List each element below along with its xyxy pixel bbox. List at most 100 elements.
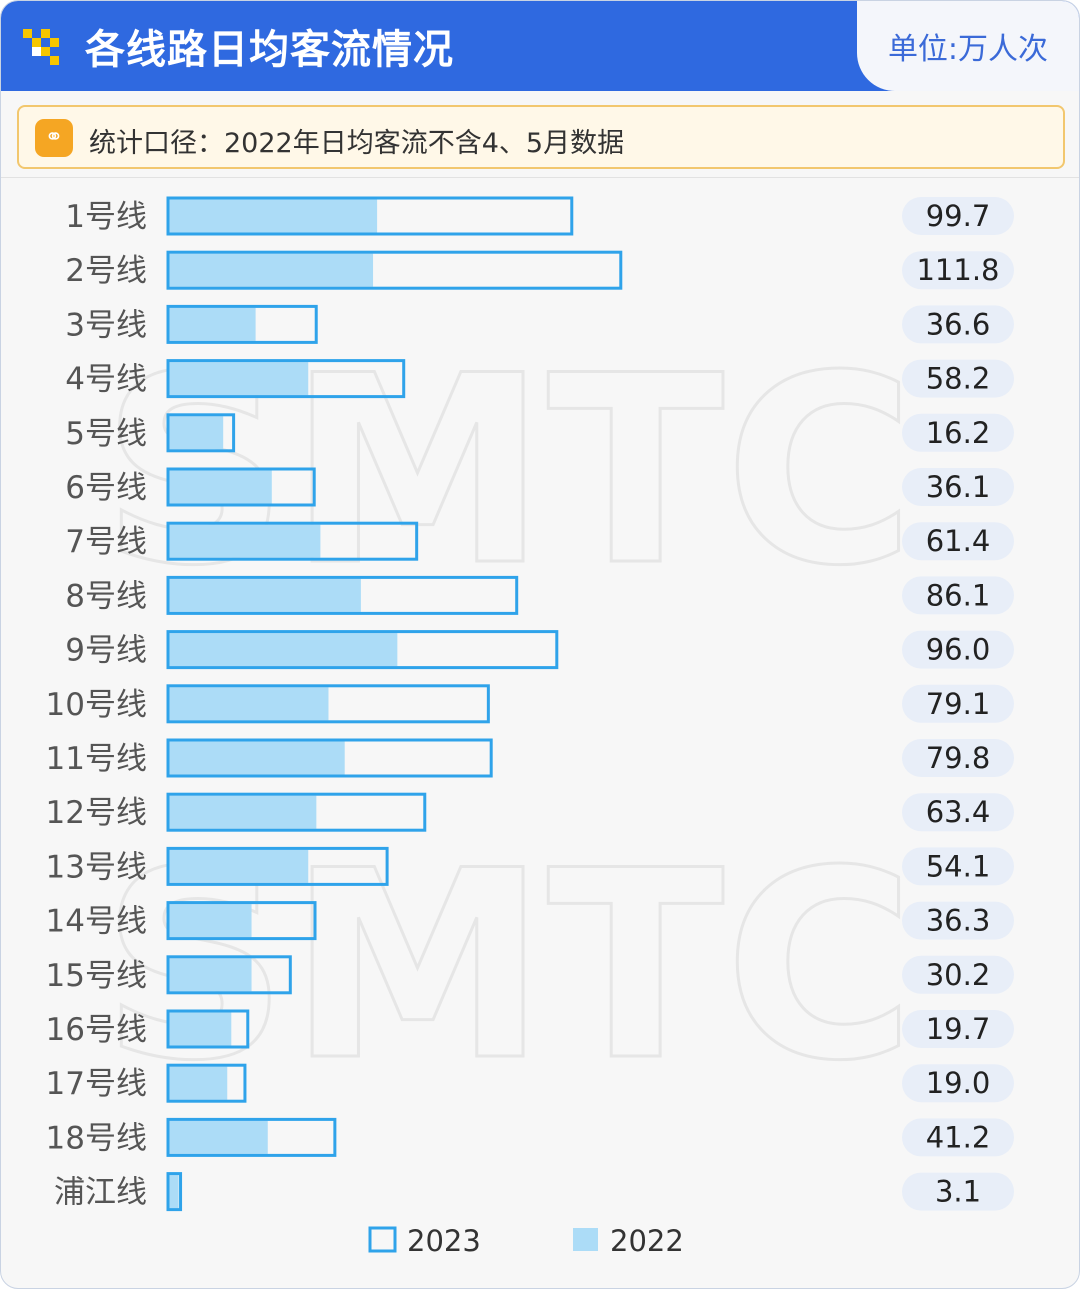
value-label: 36.3 [926,904,991,938]
legend-label-2022: 2022 [610,1224,684,1258]
value-pill [902,847,1014,886]
value-label: 111.8 [916,253,999,287]
value-pill [902,359,1014,398]
bar-2022 [169,1012,232,1046]
value-label: 36.6 [926,307,991,341]
bar-2023 [166,630,559,670]
value-pill [902,793,1014,832]
bar-2022 [169,741,345,775]
bar-2023 [166,1063,247,1103]
bar-2022 [169,1066,228,1100]
value-label: 79.8 [926,741,991,775]
value-label: 54.1 [926,849,991,883]
notice-text: 统计口径：2022年日均客流不含4、5月数据 [89,128,625,159]
value-label: 99.7 [926,199,991,233]
category-label: 6号线 [65,470,147,506]
category-label: 16号线 [46,1012,147,1048]
bar-2023 [166,1009,250,1049]
category-label: 4号线 [65,362,147,398]
value-label: 58.2 [926,362,991,396]
bar-2023 [166,413,236,453]
category-label: 浦江线 [54,1175,147,1211]
bar-2022 [169,795,317,829]
bar-2023 [166,1172,183,1212]
bar-2022 [169,904,252,938]
category-label: 13号线 [46,849,147,885]
bar-2022 [169,199,378,233]
header-bar: 各线路日均客流情况 单位:万人次 [1,1,1079,91]
bar-2023 [166,304,318,344]
value-label: 3.1 [935,1175,981,1209]
value-label: 41.2 [926,1120,991,1154]
bar-2023 [166,196,574,236]
bar-2023 [166,359,406,399]
bar-2023 [166,955,292,995]
value-pill [902,1172,1014,1211]
category-label: 10号线 [46,687,147,723]
page-title: 各线路日均客流情况 [85,27,454,73]
logo-icon [23,29,59,65]
bar-2023 [166,467,316,507]
category-label: 7号线 [65,524,147,560]
value-label: 16.2 [926,416,991,450]
bar-2022 [169,470,272,504]
value-pill [902,1064,1014,1103]
category-label: 9号线 [65,633,147,669]
legend-swatch-2022 [573,1228,598,1251]
bar-2022 [169,253,374,287]
value-label: 61.4 [926,524,991,558]
value-pill [902,522,1014,561]
bar-2022 [169,633,398,667]
value-label: 19.0 [926,1066,991,1100]
bar-2022 [169,307,256,341]
value-pill [902,739,1014,777]
value-pill [902,251,1014,290]
value-label: 86.1 [926,578,991,612]
value-pill [902,901,1014,940]
bar-2023 [166,846,389,886]
category-label: 1号线 [65,199,147,235]
bar-2023 [166,1117,337,1157]
value-pill [902,305,1014,344]
category-label: 2号线 [65,253,147,289]
notice-banner: ⚭ 统计口径：2022年日均客流不含4、5月数据 [17,105,1065,169]
bar-2023 [166,521,419,561]
value-label: 36.1 [926,470,991,504]
bar-2022 [169,849,309,883]
bar-2022 [169,1175,179,1209]
bar-2022 [169,958,252,992]
value-pill [902,684,1014,723]
bar-2022 [169,416,224,450]
bar-2023 [166,792,427,832]
bar-2022 [169,578,361,612]
value-label: 96.0 [926,633,991,667]
value-pill [902,197,1014,235]
value-pill [902,955,1014,994]
legend-swatch-2023 [368,1226,397,1253]
category-label: 12号线 [46,795,147,831]
bar-2023 [166,575,519,615]
value-label: 63.4 [926,795,991,829]
value-pill [902,630,1014,669]
value-pill [902,1118,1014,1157]
category-label: 17号线 [46,1066,147,1102]
link-icon: ⚭ [35,119,73,157]
legend-label-2023: 2023 [407,1224,481,1258]
value-label: 30.2 [926,958,991,992]
bar-2022 [169,687,329,721]
bar-2023 [166,901,317,941]
bar-2022 [169,524,321,558]
category-label: 11号线 [46,741,147,777]
bar-2022 [169,1120,268,1154]
category-label: 14号线 [46,904,147,940]
value-label: 79.1 [926,687,991,721]
bar-2023 [166,684,490,724]
category-label: 5号线 [65,416,147,452]
category-label: 3号线 [65,307,147,343]
divider [1,177,1079,178]
value-pill [902,468,1014,506]
value-label: 19.7 [926,1012,991,1046]
bar-2023 [166,250,623,290]
